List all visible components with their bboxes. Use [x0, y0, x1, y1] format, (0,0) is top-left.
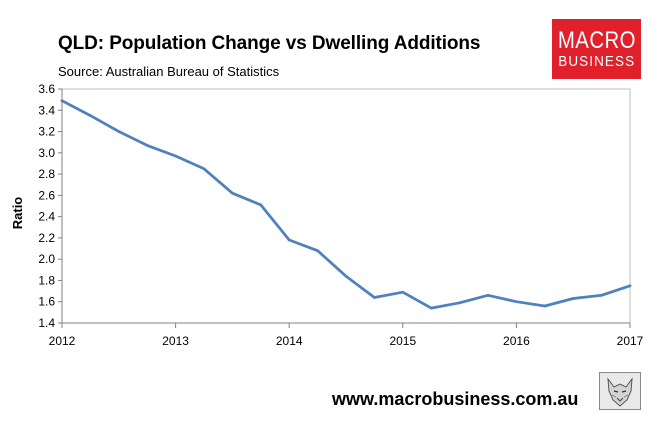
y-tick-label: 3.0	[38, 146, 55, 160]
data-point	[202, 167, 206, 171]
data-point	[117, 130, 121, 133]
source-note: Source: Australian Bureau of Statistics	[58, 64, 280, 79]
x-tick-label: 2012	[49, 334, 76, 348]
x-tick-label: 2017	[617, 334, 644, 348]
data-point	[174, 154, 177, 158]
data-point	[429, 306, 433, 310]
plot-area	[61, 88, 631, 324]
data-point	[89, 114, 92, 117]
data-point	[344, 274, 348, 278]
wolf-mascot-icon	[599, 372, 641, 410]
data-point	[373, 296, 376, 299]
y-tick-label: 2.4	[38, 210, 55, 224]
y-axis-label: Ratio	[10, 197, 25, 230]
x-axis: 2012 2013 2014 2015 2016 2017	[49, 322, 644, 348]
y-tick-label: 3.6	[38, 82, 55, 96]
data-point	[458, 301, 461, 305]
y-tick-label: 2.8	[38, 167, 55, 181]
macrobusiness-logo: MACRO BUSINESS	[552, 19, 641, 79]
data-point	[287, 238, 291, 242]
website-link[interactable]: www.macrobusiness.com.au	[332, 389, 579, 409]
data-point	[401, 290, 405, 294]
data-point	[259, 203, 263, 207]
series-group	[60, 99, 632, 310]
data-point	[515, 300, 518, 304]
y-tick-label: 1.4	[38, 316, 55, 330]
x-tick-label: 2016	[503, 334, 530, 348]
data-point	[600, 294, 603, 297]
data-point	[543, 304, 547, 308]
data-point	[628, 284, 632, 288]
y-tick-label: 3.2	[38, 125, 55, 139]
y-tick-label: 2.2	[38, 231, 55, 245]
y-tick-label: 1.8	[38, 273, 55, 287]
data-point	[60, 99, 64, 102]
y-tick-label: 2.6	[38, 188, 55, 202]
x-tick-label: 2013	[162, 334, 189, 348]
x-tick-label: 2015	[389, 334, 416, 348]
logo-text-macro: MACRO	[557, 27, 636, 54]
y-tick-label: 1.6	[38, 295, 55, 309]
data-point	[231, 191, 234, 195]
y-tick-label: 3.4	[38, 103, 55, 117]
logo-text-business: BUSINESS	[558, 53, 635, 70]
data-point	[571, 297, 575, 300]
x-tick-label: 2014	[276, 334, 303, 348]
y-tick-label: 2.0	[38, 252, 55, 266]
data-point	[316, 249, 319, 252]
y-axis: 1.4 1.6 1.8 2.0 2.2 2.4 2.6 2.8 3.0 3.2 3.4 3.6	[38, 82, 63, 330]
data-point	[145, 144, 149, 147]
chart-title: QLD: Population Change vs Dwelling Addit…	[58, 33, 481, 54]
data-point	[486, 294, 490, 297]
plot-border	[61, 88, 631, 324]
